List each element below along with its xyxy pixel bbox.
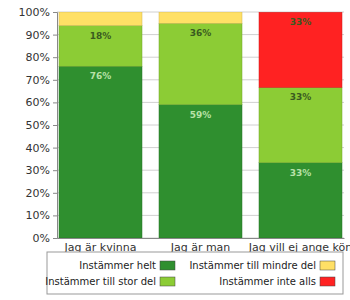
- legend-swatch: [320, 261, 335, 270]
- data-label: 76%: [90, 71, 112, 81]
- tick: 50%: [26, 119, 57, 132]
- data-label: 18%: [90, 31, 112, 41]
- tick-label: 10%: [26, 209, 50, 222]
- axis-line: [58, 238, 345, 239]
- tick-label: 100%: [19, 6, 50, 19]
- tick-label: 30%: [26, 164, 50, 177]
- tick-mark: [53, 35, 57, 36]
- tick-mark: [53, 125, 57, 126]
- tick-label: 90%: [26, 29, 50, 42]
- legend-label: Instämmer inte alls: [219, 276, 316, 287]
- bar-segment: [59, 66, 142, 238]
- tick-label: 60%: [26, 96, 50, 109]
- tick-mark: [53, 215, 57, 216]
- tick: 10%: [26, 209, 57, 222]
- legend-swatch: [160, 277, 175, 286]
- tick-mark: [53, 12, 57, 13]
- legend-label: Instämmer till mindre del: [189, 260, 316, 271]
- legend-label: Instämmer helt: [79, 260, 156, 271]
- bar-segment: [59, 26, 142, 67]
- tick: 60%: [26, 96, 57, 109]
- legend-swatch: [320, 277, 335, 286]
- tick-label: 40%: [26, 142, 50, 155]
- grid: [57, 12, 344, 238]
- tick: 100%: [19, 6, 57, 19]
- tick-mark: [53, 80, 57, 81]
- data-label: 33%: [290, 168, 312, 178]
- legend-frame: [47, 252, 343, 294]
- bar-segment: [159, 12, 242, 23]
- tick: 80%: [26, 51, 57, 64]
- tick: 20%: [26, 187, 57, 200]
- bar-segment: [259, 12, 342, 87]
- bar-segment: [159, 12, 242, 13]
- bar-segment: [159, 105, 242, 238]
- tick-label: 20%: [26, 187, 50, 200]
- series: [59, 12, 242, 26]
- tick: 70%: [26, 74, 57, 87]
- data-labels: 76% 59% 33% 18% 36% 33% 33%: [90, 17, 312, 178]
- tick-mark: [53, 102, 57, 103]
- legend-label: Instämmer till stor del: [45, 276, 156, 287]
- bars: [59, 12, 342, 238]
- bar-segment: [59, 12, 142, 13]
- data-label: 33%: [290, 17, 312, 27]
- y-axis: 0% 10% 20% 30% 40% 50% 60% 70% 80% 90% 100%: [19, 6, 58, 245]
- axis-line: [53, 13, 58, 239]
- bar-segment: [159, 23, 242, 104]
- bar-segment: [259, 87, 342, 162]
- data-label: 59%: [190, 110, 212, 120]
- data-label: 33%: [290, 92, 312, 102]
- tick-mark: [53, 170, 57, 171]
- tick: 90%: [26, 29, 57, 42]
- tick-label: 70%: [26, 74, 50, 87]
- legend-swatch: [160, 261, 175, 270]
- tick-label: 0%: [33, 232, 50, 245]
- tick-mark: [53, 57, 57, 58]
- tick-mark: [53, 193, 57, 194]
- tick-label: 50%: [26, 119, 50, 132]
- series: [259, 12, 342, 87]
- data-label: 36%: [190, 28, 212, 38]
- tick-mark: [53, 238, 57, 239]
- bar-segment: [259, 163, 342, 238]
- tick-label: 80%: [26, 51, 50, 64]
- chart: 76% 59% 33% 18% 36% 33% 33% 0% 10% 20% 30% 40% 50% 60…: [0, 0, 350, 300]
- tick-mark: [53, 148, 57, 149]
- tick: 40%: [26, 142, 57, 155]
- legend: Instämmer helt Instämmer till stor del Ins…: [45, 252, 343, 294]
- plot: 76% 59% 33% 18% 36% 33% 33% 0% 10% 20% 30% 40% 50% 60…: [19, 6, 350, 254]
- tick: 30%: [26, 164, 57, 177]
- bar-segment: [59, 12, 142, 26]
- tick: 0%: [33, 232, 57, 245]
